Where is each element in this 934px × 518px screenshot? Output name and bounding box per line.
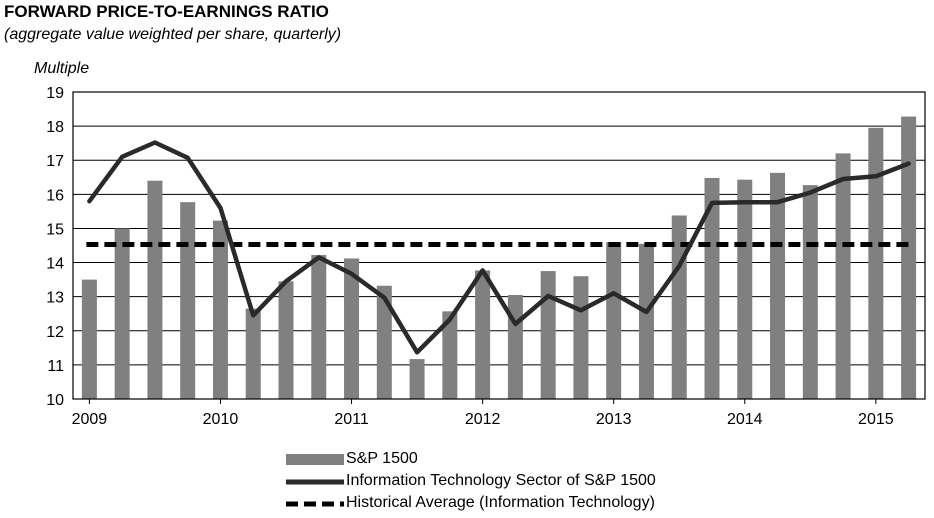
legend-label-line: Information Technology Sector of S&P 150… [346,472,656,489]
bar [344,258,360,399]
legend-item-bars: S&P 1500 [286,449,786,471]
y-tick-label: 11 [47,358,64,375]
y-axis-label: Multiple [34,60,90,77]
y-tick-label: 15 [46,221,64,238]
plot-frame [72,91,926,400]
bar [147,180,163,399]
chart-canvas: 10 11 12 13 14 15 16 17 18 19 2009 2010 2011 2012 201… [46,85,926,428]
chart-title: FORWARD PRICE-TO-EARNINGS RATIO [4,2,329,21]
bar-series [81,116,917,400]
legend-bar-swatch [286,454,344,465]
bar [835,153,851,399]
y-tick-label: 18 [46,119,64,136]
bar [245,308,261,399]
x-tick-label: 2012 [465,411,501,428]
bar [638,243,654,399]
x-tick-labels: 2009 2010 2011 2012 2013 2014 2015 [72,399,894,428]
bar [507,294,523,399]
bar [802,185,818,399]
y-tick-label: 10 [46,392,64,409]
it-sector-line [87,140,911,355]
x-tick-label: 2015 [858,411,894,428]
y-tick-label: 19 [46,85,64,102]
legend-label-average: Historical Average (Information Technolo… [346,494,655,511]
bar [901,116,917,399]
legend-average-swatch [286,501,344,507]
bar [114,228,130,399]
y-tick-label: 13 [46,290,64,307]
x-tick-label: 2009 [72,411,108,428]
bar [81,279,97,399]
bar [180,202,196,399]
chart-subtitle: (aggregate value weighted per share, qua… [4,26,342,43]
legend-item-line: Information Technology Sector of S&P 150… [286,471,786,493]
bar [573,276,589,399]
bar [737,179,753,399]
bar [540,271,556,399]
legend-label-bars: S&P 1500 [346,450,418,467]
x-tick-label: 2014 [727,411,763,428]
plot-border [72,91,926,400]
x-tick-label: 2013 [596,411,632,428]
bar [376,285,392,399]
bar [442,311,458,399]
bar [868,127,884,400]
bar [212,220,228,399]
bar [606,242,622,399]
y-tick-label: 14 [46,256,64,273]
y-tick-label: 12 [46,324,64,341]
legend-line-swatch [286,479,344,485]
line-series [87,140,911,355]
bar [311,255,327,399]
bar [475,270,491,399]
legend-item-average: Historical Average (Information Technolo… [286,493,786,515]
x-tick-label: 2011 [334,411,369,428]
bar [278,281,294,399]
bar [770,172,786,399]
y-tick-labels: 10 11 12 13 14 15 16 17 18 19 [46,85,64,409]
y-tick-label: 17 [46,153,64,170]
y-tick-label: 16 [46,187,64,204]
legend: S&P 1500 Information Technology Sector o… [286,449,786,515]
x-tick-label: 2010 [203,411,239,428]
bar [704,177,720,399]
bar [409,359,425,399]
